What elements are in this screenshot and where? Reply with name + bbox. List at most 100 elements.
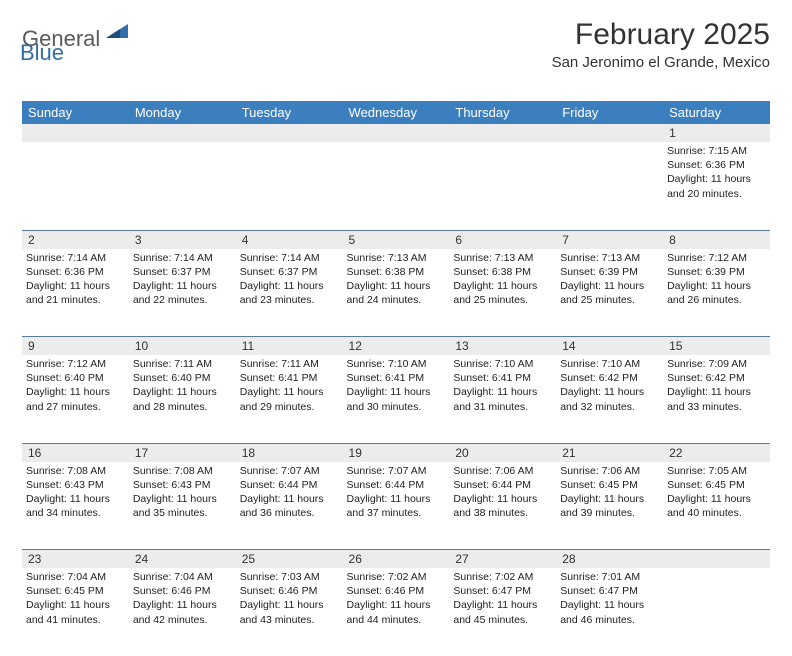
day-detail: Sunrise: 7:10 AM Sunset: 6:42 PM Dayligh…	[560, 355, 659, 414]
day-header-row: Sunday Monday Tuesday Wednesday Thursday…	[22, 101, 770, 124]
day-detail: Sunrise: 7:05 AM Sunset: 6:45 PM Dayligh…	[667, 462, 766, 521]
day-detail: Sunrise: 7:10 AM Sunset: 6:41 PM Dayligh…	[347, 355, 446, 414]
day-header: Saturday	[663, 101, 770, 124]
day-detail: Sunrise: 7:08 AM Sunset: 6:43 PM Dayligh…	[26, 462, 125, 521]
day-cell: Sunrise: 7:14 AM Sunset: 6:37 PM Dayligh…	[236, 249, 343, 337]
day-number: 2	[22, 230, 129, 249]
day-number: 1	[663, 124, 770, 142]
day-detail: Sunrise: 7:06 AM Sunset: 6:45 PM Dayligh…	[560, 462, 659, 521]
day-cell: Sunrise: 7:13 AM Sunset: 6:38 PM Dayligh…	[449, 249, 556, 337]
day-detail	[667, 568, 766, 570]
calendar-page: General February 2025 San Jeronimo el Gr…	[0, 0, 792, 656]
day-cell	[556, 142, 663, 230]
day-cell: Sunrise: 7:01 AM Sunset: 6:47 PM Dayligh…	[556, 568, 663, 656]
day-number: 18	[236, 443, 343, 462]
day-cell	[343, 142, 450, 230]
day-number: 22	[663, 443, 770, 462]
day-cell: Sunrise: 7:08 AM Sunset: 6:43 PM Dayligh…	[22, 462, 129, 550]
day-cell	[129, 142, 236, 230]
day-cell: Sunrise: 7:05 AM Sunset: 6:45 PM Dayligh…	[663, 462, 770, 550]
day-cell: Sunrise: 7:11 AM Sunset: 6:41 PM Dayligh…	[236, 355, 343, 443]
day-detail: Sunrise: 7:07 AM Sunset: 6:44 PM Dayligh…	[347, 462, 446, 521]
day-cell: Sunrise: 7:04 AM Sunset: 6:45 PM Dayligh…	[22, 568, 129, 656]
day-number	[556, 124, 663, 142]
month-title: February 2025	[552, 18, 770, 52]
day-number: 19	[343, 443, 450, 462]
day-cell	[663, 568, 770, 656]
day-cell: Sunrise: 7:10 AM Sunset: 6:41 PM Dayligh…	[449, 355, 556, 443]
day-number: 6	[449, 230, 556, 249]
day-header: Sunday	[22, 101, 129, 124]
day-detail: Sunrise: 7:13 AM Sunset: 6:39 PM Dayligh…	[560, 249, 659, 308]
day-detail	[560, 142, 659, 144]
day-header: Thursday	[449, 101, 556, 124]
day-detail: Sunrise: 7:11 AM Sunset: 6:40 PM Dayligh…	[133, 355, 232, 414]
day-cell: Sunrise: 7:13 AM Sunset: 6:38 PM Dayligh…	[343, 249, 450, 337]
day-detail: Sunrise: 7:02 AM Sunset: 6:46 PM Dayligh…	[347, 568, 446, 627]
day-number: 14	[556, 337, 663, 356]
day-cell: Sunrise: 7:15 AM Sunset: 6:36 PM Dayligh…	[663, 142, 770, 230]
day-detail: Sunrise: 7:09 AM Sunset: 6:42 PM Dayligh…	[667, 355, 766, 414]
day-cell: Sunrise: 7:04 AM Sunset: 6:46 PM Dayligh…	[129, 568, 236, 656]
day-cell: Sunrise: 7:02 AM Sunset: 6:46 PM Dayligh…	[343, 568, 450, 656]
day-number: 15	[663, 337, 770, 356]
day-number: 16	[22, 443, 129, 462]
day-detail: Sunrise: 7:01 AM Sunset: 6:47 PM Dayligh…	[560, 568, 659, 627]
day-detail: Sunrise: 7:12 AM Sunset: 6:40 PM Dayligh…	[26, 355, 125, 414]
day-detail	[240, 142, 339, 144]
day-cell: Sunrise: 7:07 AM Sunset: 6:44 PM Dayligh…	[343, 462, 450, 550]
day-number: 13	[449, 337, 556, 356]
day-number	[22, 124, 129, 142]
day-number	[343, 124, 450, 142]
day-detail	[453, 142, 552, 144]
day-cell: Sunrise: 7:12 AM Sunset: 6:40 PM Dayligh…	[22, 355, 129, 443]
day-number: 11	[236, 337, 343, 356]
day-detail: Sunrise: 7:14 AM Sunset: 6:36 PM Dayligh…	[26, 249, 125, 308]
day-detail	[347, 142, 446, 144]
calendar-table: Sunday Monday Tuesday Wednesday Thursday…	[22, 101, 770, 656]
day-cell: Sunrise: 7:14 AM Sunset: 6:37 PM Dayligh…	[129, 249, 236, 337]
day-header: Tuesday	[236, 101, 343, 124]
day-number: 27	[449, 550, 556, 569]
day-detail: Sunrise: 7:06 AM Sunset: 6:44 PM Dayligh…	[453, 462, 552, 521]
day-cell: Sunrise: 7:10 AM Sunset: 6:41 PM Dayligh…	[343, 355, 450, 443]
day-cell: Sunrise: 7:10 AM Sunset: 6:42 PM Dayligh…	[556, 355, 663, 443]
day-number: 9	[22, 337, 129, 356]
day-number-row: 9101112131415	[22, 337, 770, 356]
day-detail: Sunrise: 7:12 AM Sunset: 6:39 PM Dayligh…	[667, 249, 766, 308]
triangle-icon	[106, 24, 128, 43]
day-cell	[236, 142, 343, 230]
day-number-row: 232425262728	[22, 550, 770, 569]
day-cell: Sunrise: 7:06 AM Sunset: 6:45 PM Dayligh…	[556, 462, 663, 550]
day-cell	[449, 142, 556, 230]
day-number: 8	[663, 230, 770, 249]
day-detail: Sunrise: 7:14 AM Sunset: 6:37 PM Dayligh…	[240, 249, 339, 308]
day-number	[449, 124, 556, 142]
day-detail: Sunrise: 7:07 AM Sunset: 6:44 PM Dayligh…	[240, 462, 339, 521]
day-detail	[133, 142, 232, 144]
day-number: 26	[343, 550, 450, 569]
day-cell: Sunrise: 7:09 AM Sunset: 6:42 PM Dayligh…	[663, 355, 770, 443]
day-header: Monday	[129, 101, 236, 124]
location: San Jeronimo el Grande, Mexico	[552, 54, 770, 71]
week-row: Sunrise: 7:04 AM Sunset: 6:45 PM Dayligh…	[22, 568, 770, 656]
day-cell: Sunrise: 7:06 AM Sunset: 6:44 PM Dayligh…	[449, 462, 556, 550]
day-number: 4	[236, 230, 343, 249]
day-detail: Sunrise: 7:08 AM Sunset: 6:43 PM Dayligh…	[133, 462, 232, 521]
day-number	[663, 550, 770, 569]
day-number: 3	[129, 230, 236, 249]
day-number: 17	[129, 443, 236, 462]
day-detail: Sunrise: 7:04 AM Sunset: 6:46 PM Dayligh…	[133, 568, 232, 627]
day-number: 10	[129, 337, 236, 356]
day-cell: Sunrise: 7:08 AM Sunset: 6:43 PM Dayligh…	[129, 462, 236, 550]
header: General February 2025 San Jeronimo el Gr…	[22, 18, 770, 71]
day-detail: Sunrise: 7:04 AM Sunset: 6:45 PM Dayligh…	[26, 568, 125, 627]
day-number-row: 1	[22, 124, 770, 142]
day-header: Friday	[556, 101, 663, 124]
day-number: 25	[236, 550, 343, 569]
day-cell	[22, 142, 129, 230]
day-cell: Sunrise: 7:14 AM Sunset: 6:36 PM Dayligh…	[22, 249, 129, 337]
day-cell: Sunrise: 7:07 AM Sunset: 6:44 PM Dayligh…	[236, 462, 343, 550]
day-detail	[26, 142, 125, 144]
logo-blue-wrap: Blue	[22, 40, 64, 66]
